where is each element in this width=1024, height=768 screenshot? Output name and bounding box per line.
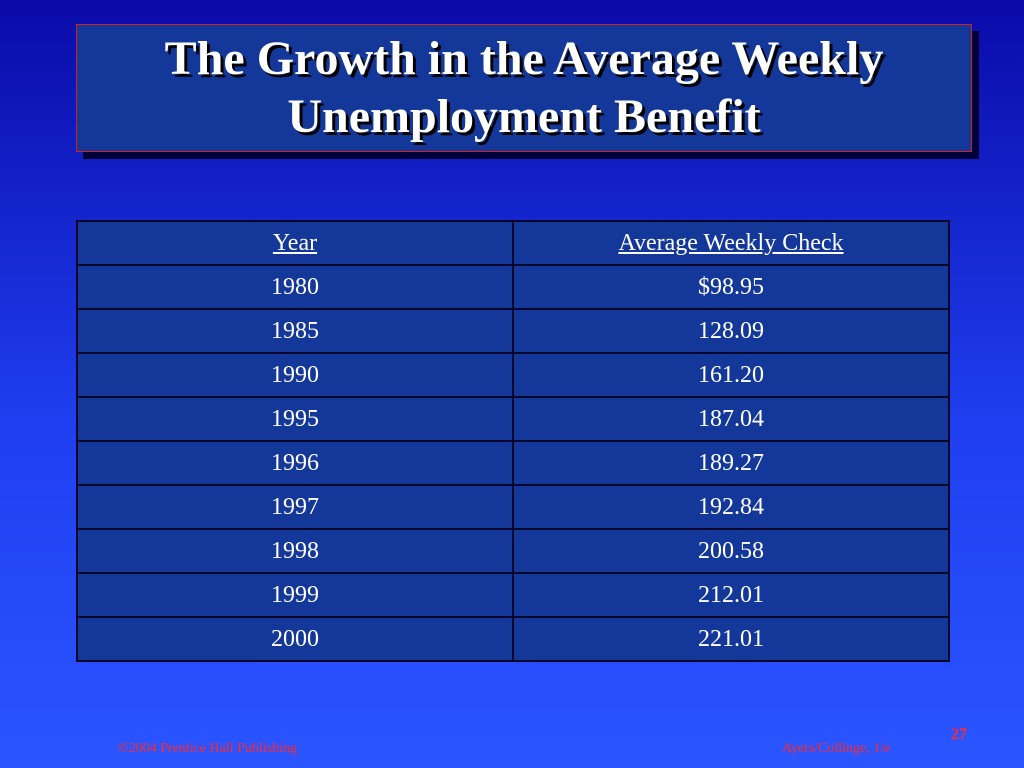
year-cell: 1998 <box>76 528 514 574</box>
table-row: 2000 221.01 <box>76 616 950 662</box>
table-row: 1997 192.84 <box>76 484 950 530</box>
table-row: 1999 212.01 <box>76 572 950 618</box>
check-cell: 187.04 <box>512 396 950 442</box>
slide-title-box: The Growth in the Average Weekly Unemplo… <box>76 24 972 152</box>
check-cell: 200.58 <box>512 528 950 574</box>
table-row: 1980 $98.95 <box>76 264 950 310</box>
check-cell: $98.95 <box>512 264 950 310</box>
check-cell: 189.27 <box>512 440 950 486</box>
table-header-row: Year Average Weekly Check <box>76 220 950 266</box>
year-cell: 1996 <box>76 440 514 486</box>
year-cell: 2000 <box>76 616 514 662</box>
table-row: 1985 128.09 <box>76 308 950 354</box>
check-cell: 192.84 <box>512 484 950 530</box>
check-cell: 212.01 <box>512 572 950 618</box>
header-average-weekly-check-label: Average Weekly Check <box>618 229 844 256</box>
table-row: 1995 187.04 <box>76 396 950 442</box>
header-year-label: Year <box>272 229 318 256</box>
year-cell: 1995 <box>76 396 514 442</box>
check-cell: 221.01 <box>512 616 950 662</box>
benefit-table: Year Average Weekly Check 1980 $98.95 19… <box>76 220 950 662</box>
year-cell: 1985 <box>76 308 514 354</box>
slide-title-line-1: The Growth in the Average Weekly <box>164 32 884 85</box>
footer-copyright: ©2004 Prentice Hall Publishing <box>118 741 298 756</box>
table-row: 1996 189.27 <box>76 440 950 486</box>
table-row: 1990 161.20 <box>76 352 950 398</box>
year-cell: 1990 <box>76 352 514 398</box>
check-cell: 128.09 <box>512 308 950 354</box>
year-cell: 1980 <box>76 264 514 310</box>
slide-title-line-2: Unemployment Benefit <box>287 90 761 143</box>
table-row: 1998 200.58 <box>76 528 950 574</box>
year-cell: 1997 <box>76 484 514 530</box>
check-cell: 161.20 <box>512 352 950 398</box>
page-number: 27 <box>951 726 967 743</box>
footer-authors: Ayers/Collinge, 1/e <box>782 741 891 756</box>
header-average-weekly-check: Average Weekly Check <box>512 220 950 266</box>
year-cell: 1999 <box>76 572 514 618</box>
header-year: Year <box>76 220 514 266</box>
